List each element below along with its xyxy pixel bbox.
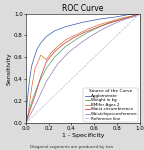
X-axis label: 1 - Specificity: 1 - Specificity <box>61 133 104 138</box>
Title: ROC Curve: ROC Curve <box>62 4 104 13</box>
Y-axis label: Sensitivity: Sensitivity <box>7 52 12 85</box>
Legend: Agglomerate, Weight in kg, BMIfor Ages 2, Waist circumference, Waistchipccumfere: Agglomerate, Weight in kg, BMIfor Ages 2… <box>84 88 138 122</box>
Text: Diagonal segments are produced by ties: Diagonal segments are produced by ties <box>30 145 114 149</box>
